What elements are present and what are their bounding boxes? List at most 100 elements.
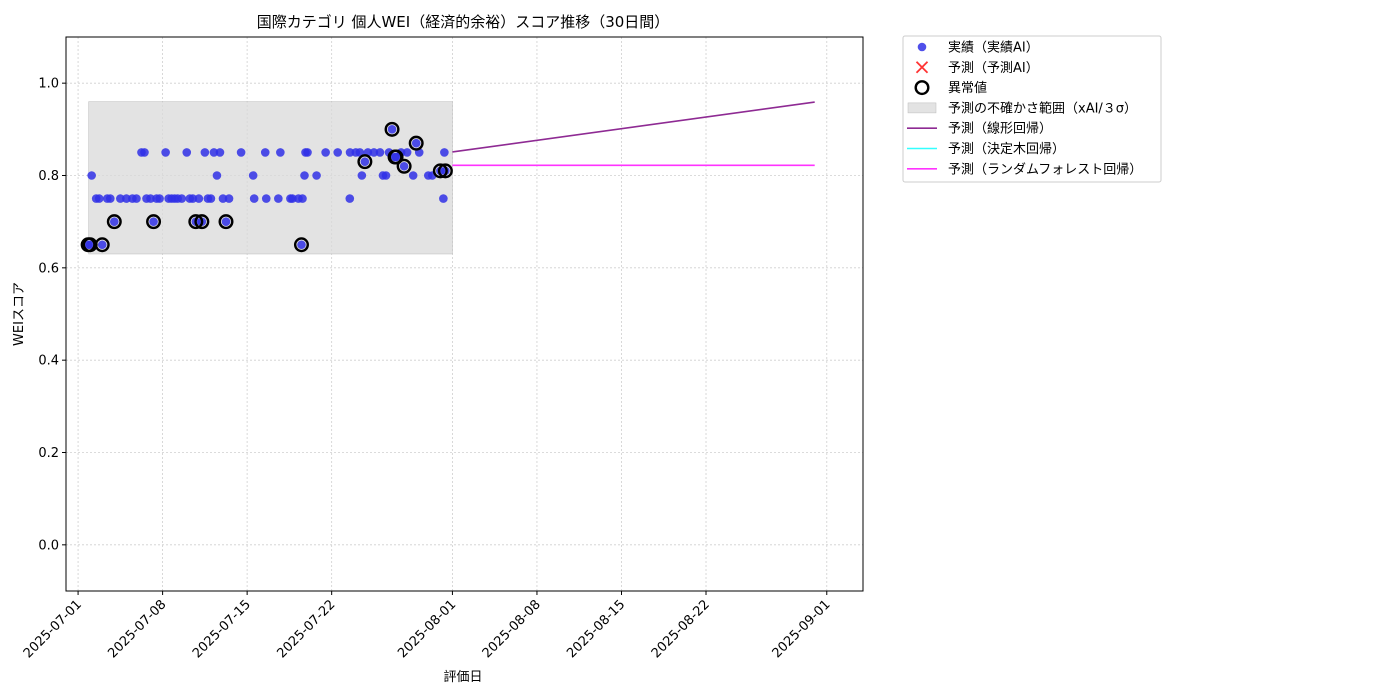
legend-label: 実績（実績AI） [948, 40, 1039, 56]
anomaly-marker [437, 163, 453, 179]
actual-point [321, 148, 330, 157]
legend-label: 予測（決定木回帰） [948, 141, 1065, 157]
actual-point [333, 148, 343, 157]
uncertainty-band-layer [88, 101, 453, 255]
x-tick-label: 2025-08-08 [480, 597, 544, 661]
chart-title: 国際カテゴリ 個人WEI（経済的余裕）スコア推移（30日間） [257, 13, 670, 31]
actual-point [408, 171, 418, 180]
actual-point [177, 194, 187, 203]
anomaly-marker [357, 154, 373, 170]
actual-point [94, 194, 104, 203]
y-tick-label: 0.0 [38, 538, 59, 553]
legend-frame [902, 35, 1162, 183]
anomaly-marker [388, 149, 404, 165]
actual-point [360, 157, 370, 166]
actual-point [312, 171, 321, 180]
anomaly-marker [293, 237, 309, 253]
anomaly-marker [194, 214, 210, 230]
actual-point [411, 138, 421, 148]
legend-marker-forecast [915, 61, 929, 74]
actual-point [221, 217, 231, 226]
actual-point [387, 125, 397, 134]
y-tick-label: 0.4 [38, 354, 59, 369]
actual-point [182, 148, 192, 157]
x-tick-label: 2025-08-01 [395, 597, 459, 661]
actual-point [116, 194, 125, 203]
legend-marker-actual [917, 42, 927, 52]
legend-label: 予測（予測AI） [948, 61, 1039, 76]
actual-point [85, 240, 95, 250]
actual-point [132, 194, 141, 203]
y-axis-label: WEIスコア [12, 282, 27, 346]
actual-point [206, 194, 216, 203]
x-tick-label: 2025-07-15 [190, 597, 254, 661]
actual-point [297, 240, 306, 250]
anomaly-marker [384, 121, 400, 137]
anomaly-marker [218, 214, 234, 230]
anomaly-marker [408, 135, 424, 151]
actual-point [345, 194, 355, 203]
legend-label: 予測（ランダムフォレスト回帰） [948, 161, 1142, 177]
actual-point [249, 194, 259, 203]
actual-point [355, 148, 365, 157]
actual-point [97, 240, 107, 250]
actual-point [439, 194, 448, 203]
y-axis-ticks: 0.0 0.2 0.4 0.6 0.8 1.0 [38, 77, 66, 553]
actual-point [381, 171, 391, 180]
anomaly-marker [188, 214, 204, 230]
actual-point [402, 148, 412, 157]
actual-point [288, 194, 297, 203]
anomaly-marker [396, 158, 412, 174]
actual-point [274, 194, 283, 203]
legend-label: 異常値 [948, 80, 987, 96]
y-tick-label: 0.6 [38, 261, 59, 276]
y-tick-label: 0.2 [38, 446, 59, 461]
actual-point [303, 148, 312, 157]
actual-point [122, 194, 131, 203]
x-axis-label: 評価日 [443, 670, 482, 685]
actual-point [440, 148, 449, 157]
actual-point [224, 194, 234, 203]
uncertainty-band [88, 101, 453, 255]
actual-point [399, 161, 409, 171]
actual-point [212, 171, 222, 180]
actual-point [200, 148, 210, 157]
actual-point [300, 171, 309, 180]
actual-point [215, 148, 225, 157]
actual-point [260, 148, 270, 157]
x-tick-label: 2025-08-22 [649, 597, 713, 661]
anomaly-markers-layer [80, 121, 453, 253]
legend-marker-anomaly [914, 80, 930, 96]
x-tick-label: 2025-07-22 [274, 597, 338, 661]
actual-point [261, 194, 271, 203]
actual-point [357, 171, 367, 180]
actual-point [87, 171, 96, 180]
actual-point [218, 194, 228, 203]
actual-point [161, 148, 170, 157]
x-axis-ticks: 2025-07-01 2025-07-08 2025-07-15 2025-07-22… [21, 591, 834, 661]
actual-point [140, 148, 149, 157]
actual-point [105, 194, 115, 203]
actual-points-layer [83, 125, 450, 250]
y-tick-label: 1.0 [38, 77, 59, 92]
actual-point [110, 217, 119, 226]
actual-point [248, 171, 258, 180]
legend-label: 予測（線形回帰） [948, 121, 1052, 137]
x-tick-label: 2025-09-01 [770, 597, 834, 661]
anomaly-marker [94, 237, 110, 253]
anomaly-marker [146, 214, 162, 230]
forecast-lines-layer [452, 101, 815, 167]
anomaly-marker [106, 214, 122, 230]
actual-point [369, 148, 379, 157]
actual-point [209, 148, 219, 157]
x-tick-label: 2025-08-15 [564, 597, 628, 661]
actual-point [155, 194, 164, 203]
y-tick-label: 0.8 [38, 169, 59, 184]
x-tick-label: 2025-07-08 [105, 597, 169, 661]
actual-point [375, 148, 385, 157]
actual-point [188, 194, 198, 203]
anomaly-marker [432, 163, 448, 179]
plot-frame [65, 36, 864, 592]
